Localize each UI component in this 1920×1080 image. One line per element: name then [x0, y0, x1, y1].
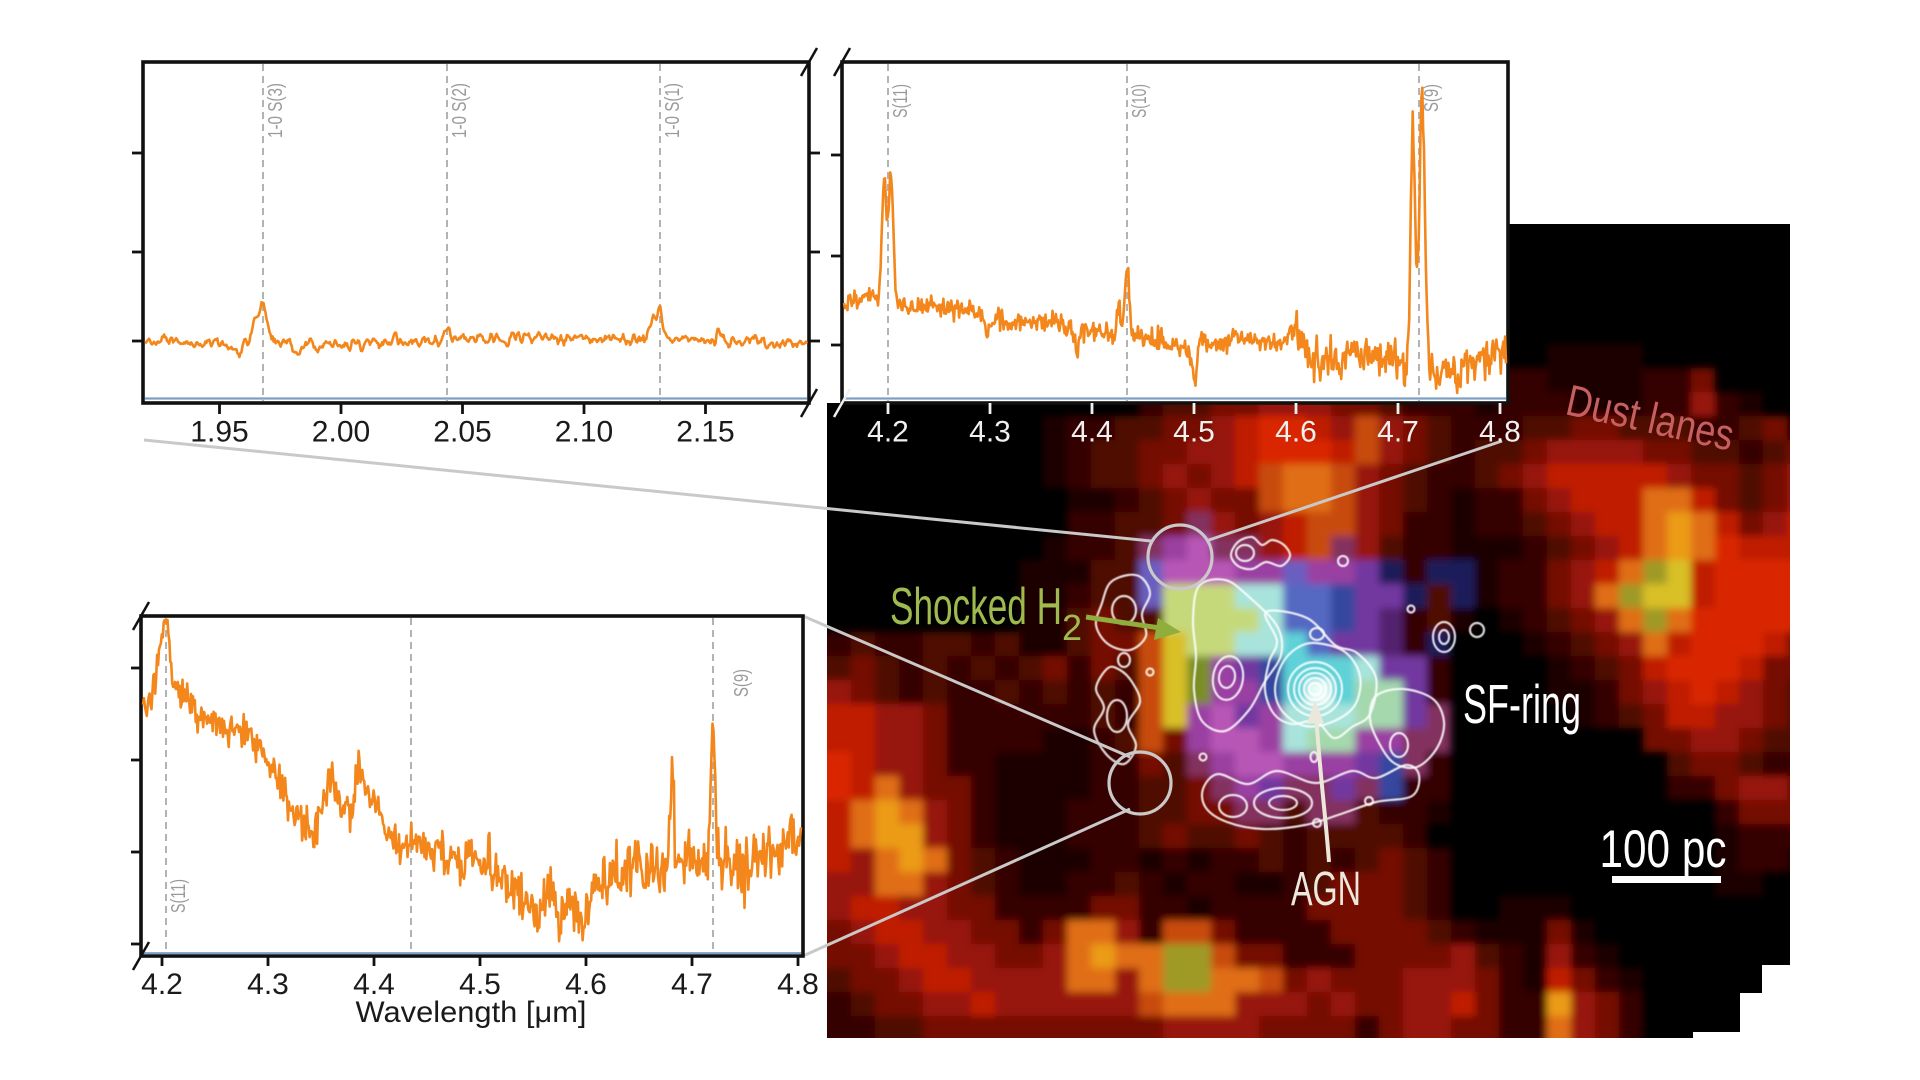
svg-text:SF-ring: SF-ring [1463, 673, 1581, 735]
svg-text:2.00: 2.00 [312, 416, 370, 449]
svg-text:2.15: 2.15 [676, 416, 734, 449]
svg-text:1-0 S(1): 1-0 S(1) [662, 83, 684, 138]
svg-text:4.3: 4.3 [969, 416, 1011, 449]
svg-text:S(11): S(11) [168, 879, 190, 913]
svg-text:2: 2 [1062, 607, 1082, 648]
svg-text:S(10): S(10) [1129, 84, 1151, 118]
svg-text:4.3: 4.3 [247, 968, 289, 1001]
svg-text:4.2: 4.2 [141, 968, 183, 1001]
svg-text:4.4: 4.4 [353, 968, 395, 1001]
svg-text:4.7: 4.7 [1377, 416, 1419, 449]
svg-text:2.10: 2.10 [555, 416, 613, 449]
svg-text:Shocked H: Shocked H [890, 578, 1062, 636]
svg-text:100 pc: 100 pc [1600, 820, 1727, 879]
svg-text:S(9): S(9) [1421, 84, 1443, 112]
svg-text:4.5: 4.5 [459, 968, 501, 1001]
svg-text:1-0 S(3): 1-0 S(3) [265, 83, 287, 138]
svg-text:4.8: 4.8 [777, 968, 819, 1001]
svg-text:4.8: 4.8 [1479, 416, 1521, 449]
svg-text:4.6: 4.6 [565, 968, 607, 1001]
svg-text:1.95: 1.95 [190, 416, 248, 449]
svg-text:4.2: 4.2 [867, 416, 909, 449]
svg-text:2.05: 2.05 [433, 416, 491, 449]
svg-text:Wavelength [μm]: Wavelength [μm] [356, 996, 587, 1029]
svg-text:4.4: 4.4 [1071, 416, 1113, 449]
svg-text:4.6: 4.6 [1275, 416, 1317, 449]
svg-text:4.7: 4.7 [671, 968, 713, 1001]
svg-text:S(9): S(9) [731, 669, 753, 697]
svg-text:1-0 S(2): 1-0 S(2) [449, 83, 471, 138]
svg-text:4.5: 4.5 [1173, 416, 1215, 449]
svg-text:AGN: AGN [1291, 863, 1361, 916]
svg-text:S(11): S(11) [890, 84, 912, 118]
